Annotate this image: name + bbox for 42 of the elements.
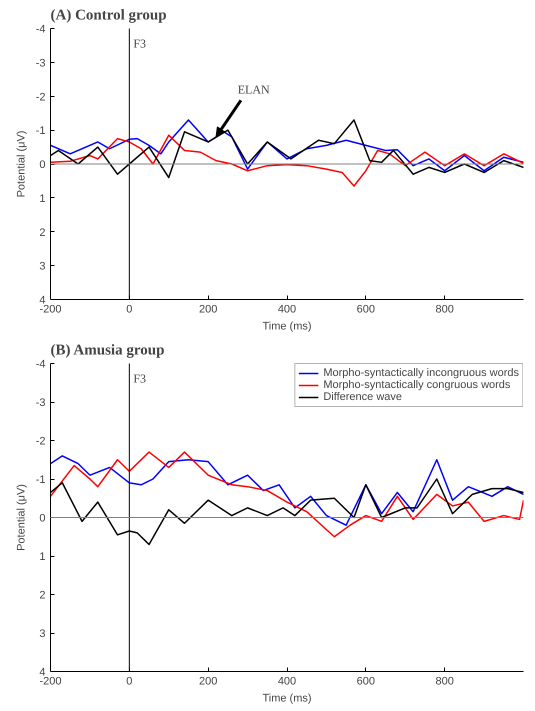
x-tick-label: 0 <box>126 304 132 316</box>
y-tick-label: -2 <box>36 91 46 104</box>
x-tick-label: 600 <box>356 676 376 688</box>
x-tick-label: 600 <box>356 304 376 316</box>
y-tick-label: -4 <box>36 24 46 36</box>
y-tick-label: 1 <box>39 551 46 563</box>
x-tick-label: 800 <box>435 676 454 688</box>
y-tick-label: 4 <box>39 294 46 306</box>
x-tick-label: 200 <box>198 304 218 316</box>
legend-label: Morpho-syntactically congruous words <box>323 379 510 391</box>
y-tick-label: -3 <box>36 397 46 409</box>
y-tick-label: -1 <box>36 474 46 486</box>
y-axis-title: Potential (μV) <box>16 130 28 198</box>
y-tick-label: 1 <box>39 192 46 205</box>
y-tick-label: 3 <box>39 628 46 640</box>
y-tick-label: -3 <box>36 57 46 70</box>
x-tick-label: 800 <box>435 304 454 316</box>
chart-title: (B) Amusia group <box>50 342 164 358</box>
y-tick-label: -4 <box>36 358 46 370</box>
x-tick-label: 400 <box>278 676 296 688</box>
x-axis-title: Time (ms) <box>262 692 312 704</box>
y-axis-title: Potential (μV) <box>16 484 28 551</box>
x-tick-label: 200 <box>198 676 218 688</box>
y-tick-label: -1 <box>36 125 46 138</box>
ref-line-label: F3 <box>133 36 146 50</box>
y-tick-label: 2 <box>39 590 46 602</box>
y-tick-label: -2 <box>36 436 46 448</box>
y-tick-label: 4 <box>39 666 46 678</box>
ref-line-label: F3 <box>133 372 146 386</box>
y-tick-label: 0 <box>39 512 46 524</box>
y-tick-label: 3 <box>39 260 46 273</box>
x-tick-label: 0 <box>126 676 132 688</box>
y-tick-label: 2 <box>39 226 46 239</box>
x-axis-title: Time (ms) <box>262 320 312 332</box>
chart-title: (A) Control group <box>50 8 167 24</box>
x-tick-label: 400 <box>278 304 296 316</box>
x-tick-label: -200 <box>39 676 62 688</box>
annotation: ELAN <box>238 82 270 96</box>
x-tick-label: -200 <box>39 304 62 316</box>
y-tick-label: 0 <box>39 159 46 171</box>
legend-label: Morpho-syntactically incongruous words <box>323 367 519 379</box>
legend-label: Difference wave <box>323 391 402 403</box>
